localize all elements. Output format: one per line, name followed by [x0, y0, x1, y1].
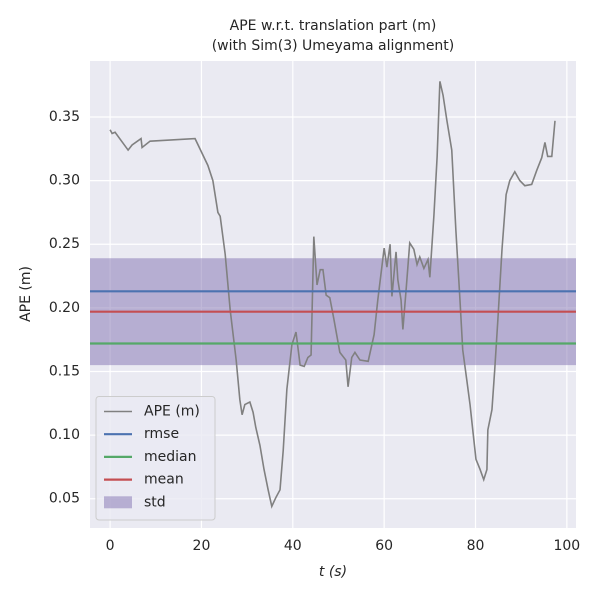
legend-label: median	[144, 449, 196, 465]
x-tick-label: 40	[284, 538, 302, 554]
legend-label: APE (m)	[144, 404, 200, 420]
chart-subtitle: (with Sim(3) Umeyama alignment)	[212, 38, 455, 54]
chart-title: APE w.r.t. translation part (m)	[230, 18, 437, 34]
y-tick-label: 0.20	[49, 300, 80, 316]
data-line	[109, 81, 556, 509]
y-tick-label: 0.35	[49, 109, 80, 125]
y-tick-label: 0.25	[49, 236, 80, 252]
legend-label: std	[144, 494, 166, 510]
legend-box	[95, 396, 216, 521]
y-tick-label: 0.15	[49, 363, 80, 379]
legend-label: mean	[144, 472, 184, 488]
y-axis-label: APE (m)	[18, 266, 34, 322]
legend-label: rmse	[144, 426, 179, 442]
x-tick-label: 60	[375, 538, 393, 554]
x-axis-label: t (s)	[319, 564, 347, 580]
y-tick-label: 0.05	[49, 491, 80, 507]
x-tick-label: 100	[553, 538, 580, 554]
y-tick-label: 0.10	[49, 427, 80, 443]
x-tick-label: 0	[106, 538, 115, 554]
x-tick-label: 20	[193, 538, 211, 554]
x-tick-label: 80	[467, 538, 485, 554]
legend-swatch	[104, 496, 132, 509]
plot-layer	[90, 81, 576, 509]
y-tick-label: 0.30	[49, 173, 80, 189]
